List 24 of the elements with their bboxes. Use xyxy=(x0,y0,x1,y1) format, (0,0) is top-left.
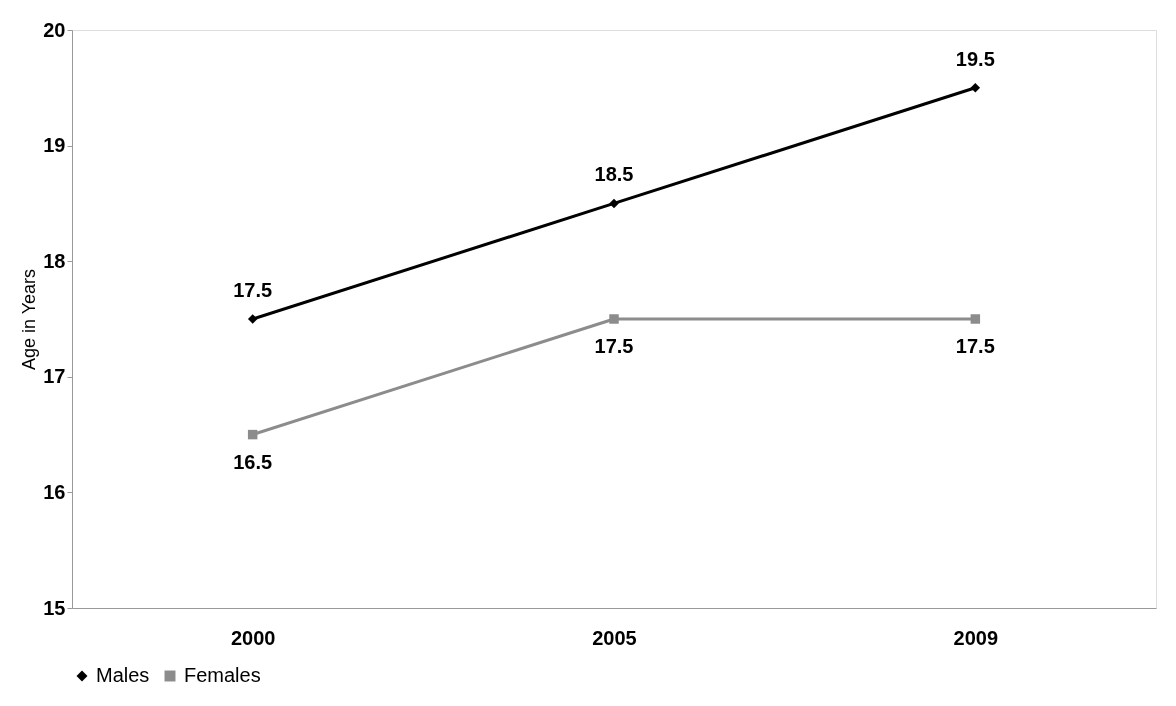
y-axis-title: Age in Years xyxy=(19,268,40,371)
point xyxy=(247,314,258,324)
data-label: 17.5 xyxy=(233,279,273,301)
point xyxy=(970,83,981,93)
y-tick-label: 15 xyxy=(43,596,66,619)
point xyxy=(247,429,258,440)
y-tick-label: 17 xyxy=(43,365,66,388)
point xyxy=(609,314,619,324)
x-tick-label: 2000 xyxy=(230,626,276,649)
y-tick-label: 20 xyxy=(43,18,66,41)
point xyxy=(970,314,981,324)
legend-label: Males xyxy=(96,664,150,686)
data-label: 19.5 xyxy=(955,47,995,70)
y-tick-label: 19 xyxy=(43,134,66,157)
data-label: 17.5 xyxy=(955,335,995,357)
data-label: 17.5 xyxy=(594,335,634,357)
x-tick-label: 2009 xyxy=(953,626,999,649)
data-label: 18.5 xyxy=(594,163,634,186)
point xyxy=(609,198,619,209)
x-tick-label: 2005 xyxy=(592,626,637,649)
y-tick-label: 16 xyxy=(43,480,66,503)
legend-label: Females xyxy=(184,664,261,686)
y-tick-label: 18 xyxy=(43,249,66,272)
data-label: 16.5 xyxy=(233,450,273,473)
